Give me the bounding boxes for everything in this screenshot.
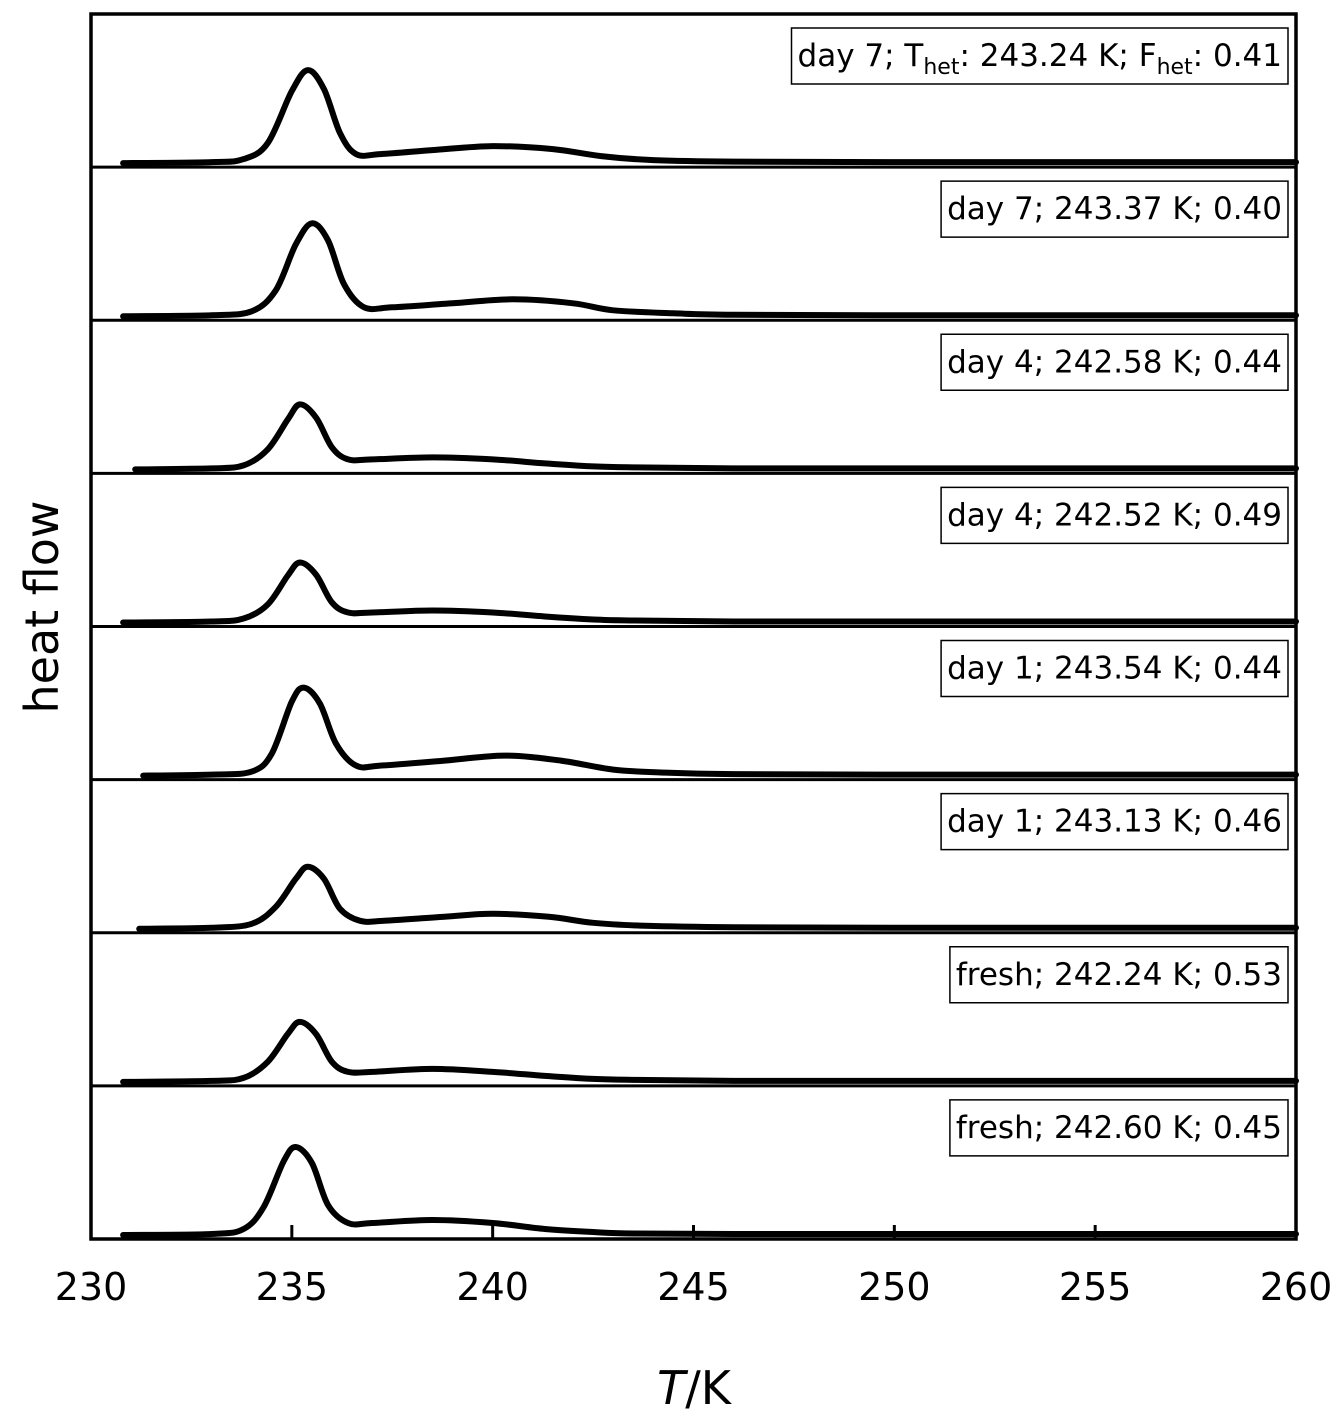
legend-box xyxy=(949,946,1289,1004)
panel-separators xyxy=(91,165,1296,1088)
y-axis-label: heat flow xyxy=(15,500,69,713)
series-line-7 xyxy=(120,1018,1299,1085)
series-line-8 xyxy=(120,1144,1299,1238)
legend-label: fresh; 242.60 K; 0.45 xyxy=(956,1110,1282,1146)
series-line-6 xyxy=(136,863,1299,932)
x-tick-label: 240 xyxy=(456,1265,529,1309)
legend-label: fresh; 242.24 K; 0.53 xyxy=(956,957,1282,993)
legend-box xyxy=(790,27,1289,85)
series-line-1 xyxy=(120,67,1299,167)
x-axis-label-unit: /K xyxy=(685,1361,732,1415)
legend-box xyxy=(940,792,1289,851)
legend-label: day 1; 243.13 K; 0.46 xyxy=(947,804,1282,840)
curves xyxy=(120,67,1299,1238)
x-tick-label: 260 xyxy=(1260,1265,1333,1309)
legend-box xyxy=(949,1099,1289,1157)
legend-4: day 4; 242.52 K; 0.49 xyxy=(940,486,1289,545)
x-axis-label-italic: T xyxy=(657,1361,689,1415)
x-tick-label: 255 xyxy=(1059,1265,1132,1309)
legend-label: day 4; 242.52 K; 0.49 xyxy=(947,497,1282,533)
x-tick-label: 245 xyxy=(657,1265,730,1309)
legend-6: day 1; 243.13 K; 0.46 xyxy=(940,792,1289,851)
legend-box xyxy=(940,486,1289,545)
legend-2: day 7; 243.37 K; 0.40 xyxy=(940,180,1289,238)
x-axis-label: T/K xyxy=(657,1361,733,1415)
legend-label: day 7; Thet: 243.24 K; Fhet: 0.41 xyxy=(798,38,1282,80)
legend-label: day 4; 242.58 K; 0.44 xyxy=(947,344,1282,380)
legend-7: fresh; 242.24 K; 0.53 xyxy=(949,946,1289,1004)
x-tick-label: 230 xyxy=(55,1265,128,1309)
x-tick-label: 235 xyxy=(256,1265,329,1309)
x-tick-label: 250 xyxy=(858,1265,931,1309)
legend-box xyxy=(940,333,1289,391)
legend-8: fresh; 242.60 K; 0.45 xyxy=(949,1099,1289,1157)
legend-label: day 1; 243.54 K; 0.44 xyxy=(947,651,1282,687)
legend-box xyxy=(940,639,1289,698)
legend-box xyxy=(940,180,1289,238)
legends: day 7; Thet: 243.24 K; Fhet: 0.41 day 7; … xyxy=(790,27,1289,1157)
series-line-5 xyxy=(140,684,1299,779)
legend-3: day 4; 242.58 K; 0.44 xyxy=(940,333,1289,391)
legend-5: day 1; 243.54 K; 0.44 xyxy=(940,639,1289,698)
legend-label: day 7; 243.37 K; 0.40 xyxy=(947,191,1282,227)
series-line-2 xyxy=(120,220,1299,320)
legend-1: day 7; Thet: 243.24 K; Fhet: 0.41 xyxy=(790,27,1289,85)
series-line-4 xyxy=(120,559,1299,626)
x-ticks: 230 235 240 245 250 255 260 xyxy=(55,1225,1333,1309)
series-line-3 xyxy=(132,401,1299,473)
